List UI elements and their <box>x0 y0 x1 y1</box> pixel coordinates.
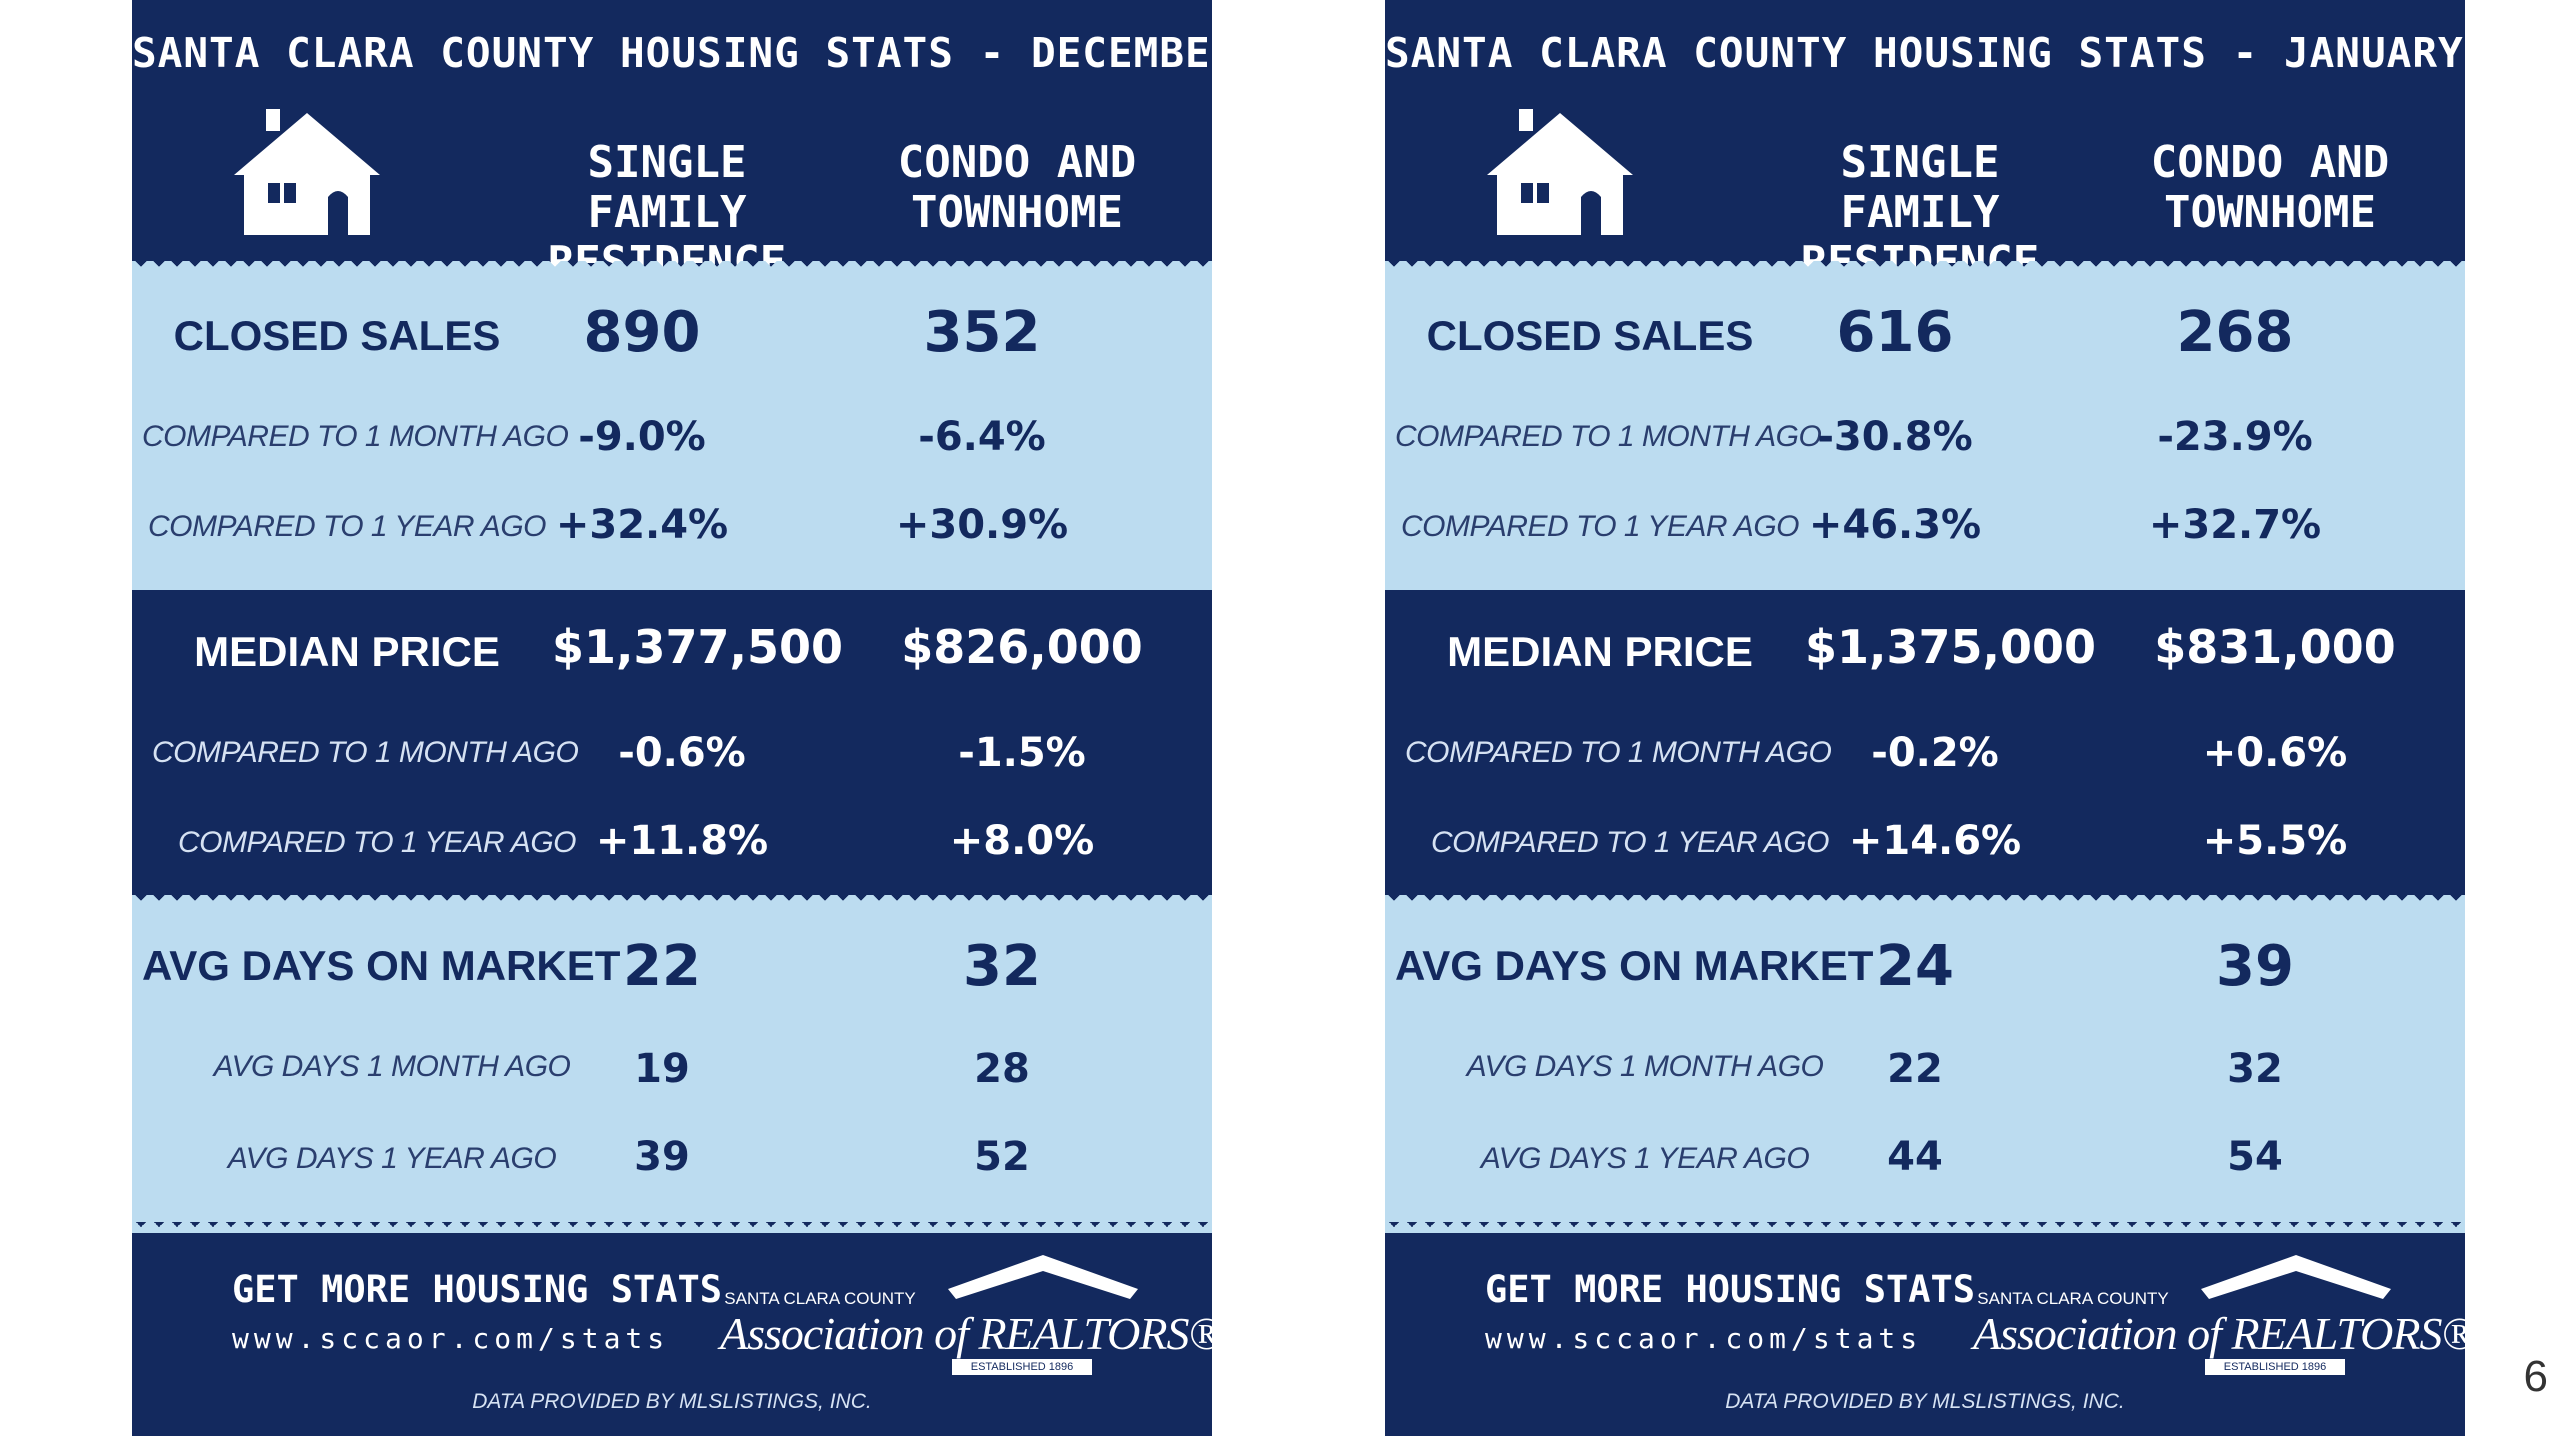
median-price-label: MEDIAN PRICE <box>1447 628 1753 675</box>
median-price-label: MEDIAN PRICE <box>194 628 500 675</box>
median-price-month-condo: -1.5% <box>958 730 1086 776</box>
days-on-market-month-sfr: 19 <box>634 1046 690 1092</box>
zigzag-divider <box>132 895 1212 907</box>
median-price-section: MEDIAN PRICE $1,375,000 $831,000 COMPARE… <box>1385 590 2465 906</box>
median-price-year-condo: +5.5% <box>2202 818 2348 864</box>
days-on-market-sfr-value: 24 <box>1876 934 1954 999</box>
closed-sales-section: CLOSED SALES 890 352 COMPARED TO 1 MONTH… <box>132 261 1212 601</box>
median-price-sfr-value: $1,377,500 <box>552 620 844 674</box>
stats-card-january-2021: SANTA CLARA COUNTY HOUSING STATS - JANUA… <box>1385 0 2465 1436</box>
median-price-condo-value: $826,000 <box>901 620 1143 674</box>
get-more-stats-heading: GET MORE HOUSING STATS <box>232 1268 723 1311</box>
logo-association-text: Association of REALTORS® <box>720 1308 1212 1359</box>
median-price-condo-value: $831,000 <box>2154 620 2396 674</box>
median-price-month-condo: +0.6% <box>2202 730 2348 776</box>
days-on-market-label: AVG DAYS ON MARKET <box>1395 942 1874 989</box>
house-icon <box>1487 109 1633 235</box>
data-credit: DATA PROVIDED BY MLSLISTINGS, INC. <box>1725 1390 2125 1413</box>
logo-association-text: Association of REALTORS® <box>1973 1308 2465 1359</box>
closed-sales-year-condo: +32.7% <box>2148 502 2322 548</box>
closed-sales-month-condo: -6.4% <box>918 414 1046 460</box>
realtor-roof-logo-icon <box>948 1255 1138 1299</box>
closed-sales-year-condo: +30.9% <box>895 502 1069 548</box>
logo-county-text: SANTA CLARA COUNTY <box>1977 1289 2169 1308</box>
median-price-section: MEDIAN PRICE $1,377,500 $826,000 COMPARE… <box>132 590 1212 906</box>
get-more-stats-heading: GET MORE HOUSING STATS <box>1485 1268 1976 1311</box>
days-on-market-month-label: AVG DAYS 1 MONTH AGO <box>213 1050 571 1083</box>
days-on-market-section: AVG DAYS ON MARKET 24 39 AVG DAYS 1 MONT… <box>1385 895 2465 1233</box>
logo-established-text: ESTABLISHED 1896 <box>952 1359 1092 1375</box>
days-on-market-year-label: AVG DAYS 1 YEAR AGO <box>227 1142 557 1175</box>
zigzag-divider <box>132 261 1212 273</box>
logo-county-text: SANTA CLARA COUNTY <box>724 1289 916 1308</box>
days-on-market-year-condo: 54 <box>2227 1134 2283 1180</box>
data-credit: DATA PROVIDED BY MLSLISTINGS, INC. <box>472 1390 872 1413</box>
days-on-market-month-sfr: 22 <box>1887 1046 1943 1092</box>
column-header-condo: CONDO AND TOWNHOME <box>897 137 1137 238</box>
median-price-month-sfr: -0.2% <box>1871 730 1999 776</box>
closed-sales-month-sfr: -30.8% <box>1817 414 1973 460</box>
median-price-month-label: COMPARED TO 1 MONTH AGO <box>1405 736 1832 769</box>
zigzag-divider <box>132 1221 1212 1233</box>
closed-sales-condo-value: 352 <box>923 300 1041 365</box>
closed-sales-label: CLOSED SALES <box>1426 312 1754 359</box>
stats-url-link[interactable]: www.sccaor.com/stats <box>1485 1322 1923 1355</box>
house-icon <box>234 109 380 235</box>
zigzag-divider <box>1385 261 2465 273</box>
page-number: 6 <box>2523 1352 2548 1401</box>
days-on-market-condo-value: 32 <box>963 934 1041 999</box>
zigzag-divider <box>1385 895 2465 907</box>
median-price-month-sfr: -0.6% <box>618 730 746 776</box>
closed-sales-condo-value: 268 <box>2176 300 2294 365</box>
realtors-logo: SANTA CLARA COUNTY Association of REALTO… <box>720 1255 1212 1375</box>
realtor-roof-logo-icon <box>2201 1255 2391 1299</box>
days-on-market-year-condo: 52 <box>974 1134 1030 1180</box>
days-on-market-year-sfr: 44 <box>1887 1134 1943 1180</box>
median-price-year-label: COMPARED TO 1 YEAR AGO <box>178 826 576 859</box>
logo-established-text: ESTABLISHED 1896 <box>2205 1359 2345 1375</box>
closed-sales-month-label: COMPARED TO 1 MONTH AGO <box>142 420 569 453</box>
card-title: SANTA CLARA COUNTY HOUSING STATS - JANUA… <box>1385 29 2465 77</box>
realtors-logo: SANTA CLARA COUNTY Association of REALTO… <box>1973 1255 2465 1375</box>
closed-sales-year-label: COMPARED TO 1 YEAR AGO <box>148 510 546 543</box>
days-on-market-condo-value: 39 <box>2216 934 2294 999</box>
days-on-market-sfr-value: 22 <box>623 934 701 999</box>
closed-sales-month-sfr: -9.0% <box>578 414 706 460</box>
days-on-market-month-label: AVG DAYS 1 MONTH AGO <box>1466 1050 1824 1083</box>
days-on-market-month-condo: 32 <box>2227 1046 2283 1092</box>
median-price-sfr-value: $1,375,000 <box>1805 620 2097 674</box>
days-on-market-year-label: AVG DAYS 1 YEAR AGO <box>1480 1142 1810 1175</box>
zigzag-divider <box>1385 1221 2465 1233</box>
median-price-year-sfr: +14.6% <box>1848 818 2022 864</box>
days-on-market-year-sfr: 39 <box>634 1134 690 1180</box>
median-price-year-condo: +8.0% <box>949 818 1095 864</box>
closed-sales-year-sfr: +32.4% <box>555 502 729 548</box>
closed-sales-sfr-value: 616 <box>1836 300 1954 365</box>
median-price-year-sfr: +11.8% <box>595 818 769 864</box>
closed-sales-label: CLOSED SALES <box>173 312 501 359</box>
stats-url-link[interactable]: www.sccaor.com/stats <box>232 1322 670 1355</box>
column-header-condo: CONDO AND TOWNHOME <box>2150 137 2390 238</box>
card-title: SANTA CLARA COUNTY HOUSING STATS - DECEM… <box>132 29 1212 77</box>
closed-sales-sfr-value: 890 <box>583 300 701 365</box>
closed-sales-section: CLOSED SALES 616 268 COMPARED TO 1 MONTH… <box>1385 261 2465 601</box>
closed-sales-year-label: COMPARED TO 1 YEAR AGO <box>1401 510 1799 543</box>
closed-sales-month-condo: -23.9% <box>2157 414 2313 460</box>
stats-card-december-2020: SANTA CLARA COUNTY HOUSING STATS - DECEM… <box>132 0 1212 1436</box>
days-on-market-label: AVG DAYS ON MARKET <box>142 942 621 989</box>
days-on-market-month-condo: 28 <box>974 1046 1030 1092</box>
closed-sales-month-label: COMPARED TO 1 MONTH AGO <box>1395 420 1822 453</box>
median-price-month-label: COMPARED TO 1 MONTH AGO <box>152 736 579 769</box>
days-on-market-section: AVG DAYS ON MARKET 22 32 AVG DAYS 1 MONT… <box>132 895 1212 1233</box>
closed-sales-year-sfr: +46.3% <box>1808 502 1982 548</box>
median-price-year-label: COMPARED TO 1 YEAR AGO <box>1431 826 1829 859</box>
